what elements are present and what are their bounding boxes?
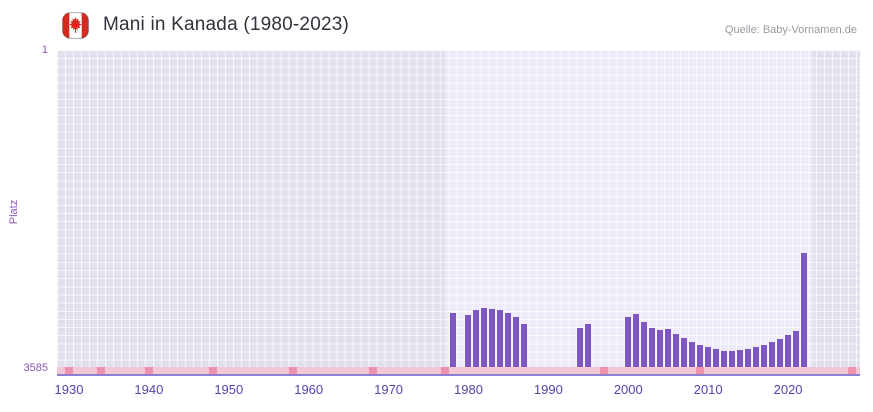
bar-1994[interactable] [577,327,584,367]
y-axis-title: Platz [8,199,20,225]
missing-year-marker [144,367,153,374]
y-tick-min: 3585 [23,362,48,374]
chart-title: Mani in Kanada (1980-2023) [103,14,350,35]
bar-2011[interactable] [713,349,720,367]
bar-2006[interactable] [673,334,680,367]
x-tick-label: 2010 [693,382,723,397]
missing-year-marker [288,367,297,374]
x-tick-label: 1940 [134,382,164,397]
missing-years-strip [57,367,860,374]
bar-2004[interactable] [657,330,664,367]
missing-year-marker [696,367,705,374]
x-axis-ticks: 1930 1940 1950 1960 1970 1980 1990 2000 2010 2020 [54,382,860,400]
bar-2000[interactable] [625,317,632,367]
bar-2002[interactable] [641,322,648,367]
bar-2008[interactable] [689,342,696,367]
bar-1995[interactable] [585,323,592,367]
grid-overlay [57,50,860,376]
bar-2009[interactable] [697,345,704,367]
x-tick-label: 1960 [294,382,324,397]
bar-2022[interactable] [801,253,808,367]
chart-header: Mani in Kanada (1980-2023) [62,10,349,40]
bar-2007[interactable] [681,338,688,367]
x-tick-label: 2020 [773,382,803,397]
bar-1981[interactable] [473,309,480,367]
bar-2018[interactable] [769,342,776,367]
missing-year-marker [600,367,609,374]
missing-year-marker [208,367,217,374]
bar-1985[interactable] [505,312,512,367]
bar-2005[interactable] [665,328,672,367]
bar-2015[interactable] [745,349,752,367]
bar-1982[interactable] [481,307,488,367]
bar-2014[interactable] [737,350,744,367]
x-tick-label: 1990 [533,382,563,397]
missing-year-marker [64,367,73,374]
x-tick-label: 1970 [374,382,404,397]
bar-2010[interactable] [705,347,712,367]
bar-2003[interactable] [649,327,656,367]
missing-year-marker [440,367,449,374]
x-tick-label: 1980 [454,382,483,397]
bar-1986[interactable] [513,317,520,367]
bar-2012[interactable] [721,351,728,367]
bar-2013[interactable] [729,351,736,367]
source-credit: Quelle: Baby-Vornamen.de [724,24,857,36]
bar-2001[interactable] [633,314,640,367]
missing-year-marker [848,367,856,374]
missing-year-marker [96,367,105,374]
bar-1980[interactable] [465,315,472,367]
missing-year-marker [368,367,377,374]
plot-area [57,50,860,376]
bar-1983[interactable] [489,308,496,367]
bar-1987[interactable] [521,324,528,367]
bar-1978[interactable] [449,312,456,367]
x-tick-label: 2000 [613,382,643,397]
x-tick-label: 1950 [214,382,244,397]
bar-2019[interactable] [777,339,784,367]
bar-2016[interactable] [753,347,760,367]
bar-1984[interactable] [497,310,504,367]
canada-flag-icon [62,11,89,39]
y-tick-max: 1 [41,44,48,56]
bar-2021[interactable] [793,331,800,367]
bar-2017[interactable] [761,345,768,367]
x-tick-label: 1930 [54,382,84,397]
x-axis-line [57,374,860,376]
bar-2020[interactable] [785,335,792,367]
